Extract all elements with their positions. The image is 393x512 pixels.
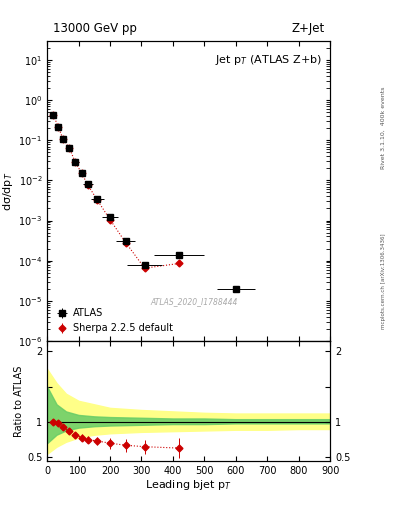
Text: ATLAS_2020_I1788444: ATLAS_2020_I1788444 [151,297,238,306]
Text: mcplots.cern.ch [arXiv:1306.3436]: mcplots.cern.ch [arXiv:1306.3436] [381,234,386,329]
Text: Z+Jet: Z+Jet [291,22,325,35]
Text: Rivet 3.1.10,  400k events: Rivet 3.1.10, 400k events [381,87,386,169]
X-axis label: Leading bjet p$_{T}$: Leading bjet p$_{T}$ [145,478,232,493]
Y-axis label: dσ/dp$_{T}$: dσ/dp$_{T}$ [1,171,15,210]
Y-axis label: Ratio to ATLAS: Ratio to ATLAS [14,365,24,437]
Text: 13000 GeV pp: 13000 GeV pp [53,22,137,35]
Legend: ATLAS, Sherpa 2.2.5 default: ATLAS, Sherpa 2.2.5 default [52,305,176,336]
Text: Jet p$_{T}$ (ATLAS Z+b): Jet p$_{T}$ (ATLAS Z+b) [215,53,321,67]
